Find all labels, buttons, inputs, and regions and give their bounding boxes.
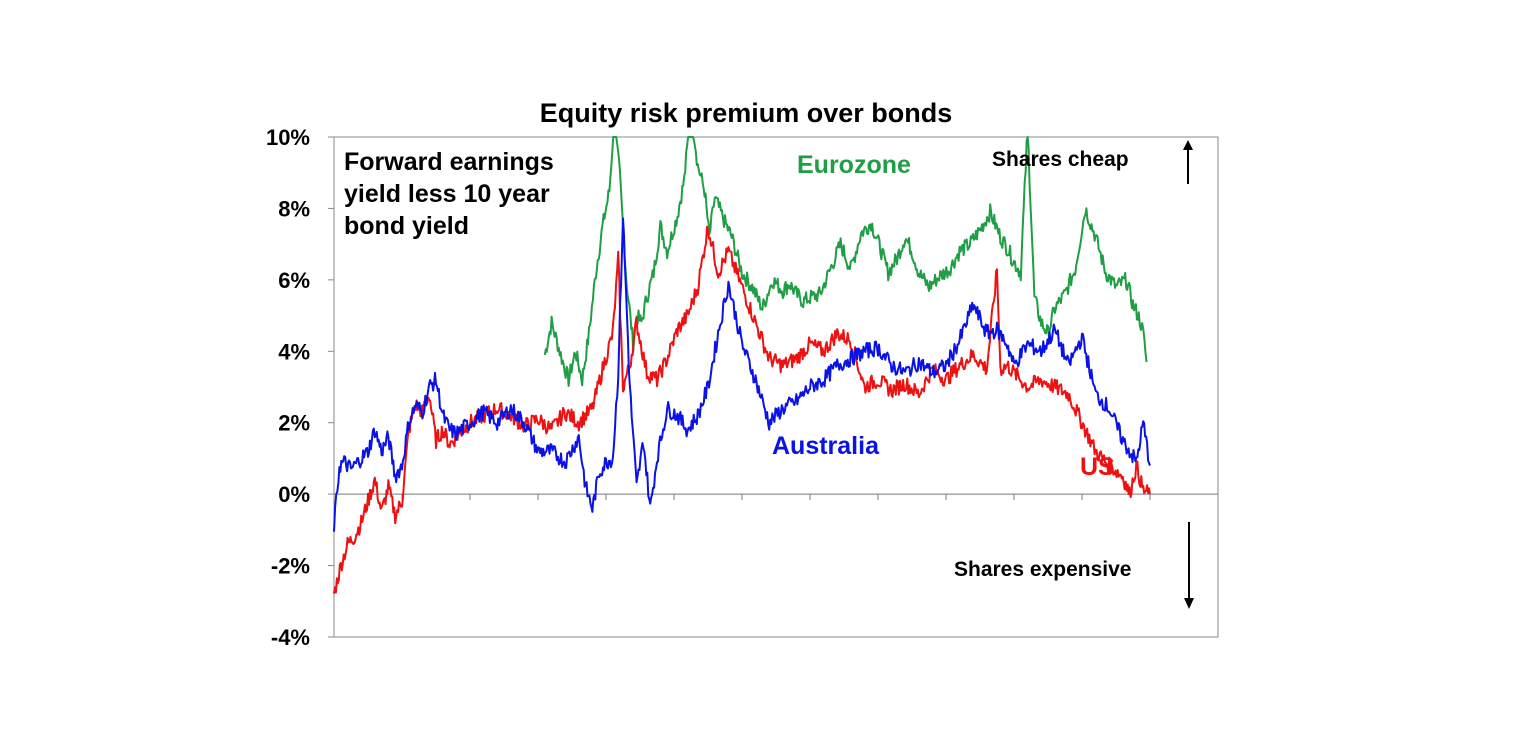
plot-area: [333, 136, 1219, 638]
y-tick-label: 10%: [266, 125, 310, 150]
annotation-line-2: yield less 10 year: [344, 180, 550, 208]
series-lines: [333, 136, 1151, 594]
shares-expensive-note: Shares expensive: [954, 558, 1131, 581]
annotation-line-1: Forward earnings: [344, 148, 554, 176]
y-tick-label: -2%: [271, 554, 310, 579]
y-tick-label: 0%: [278, 482, 310, 507]
us-label: US: [1080, 453, 1115, 481]
eurozone-label: Eurozone: [797, 151, 911, 179]
y-tick-label: 6%: [278, 268, 310, 293]
up-arrow-icon: [1183, 140, 1193, 184]
us-line: [333, 225, 1151, 594]
y-tick-label: 2%: [278, 411, 310, 436]
chart-title: Equity risk premium over bonds: [540, 98, 953, 128]
down-arrow-icon: [1184, 522, 1194, 609]
y-tick-label: 8%: [278, 196, 310, 221]
annotation-line-3: bond yield: [344, 212, 469, 240]
eurozone-line: [543, 136, 1148, 387]
y-tick-label: -4%: [271, 625, 310, 650]
australia-line: [333, 217, 1151, 532]
shares-cheap-note: Shares cheap: [992, 148, 1129, 171]
y-axis: -4% -2% 0% 2% 4% 6% 8% 10%: [266, 125, 334, 650]
australia-label: Australia: [772, 432, 880, 460]
x-axis: [334, 493, 1218, 501]
y-tick-label: 4%: [278, 339, 310, 364]
